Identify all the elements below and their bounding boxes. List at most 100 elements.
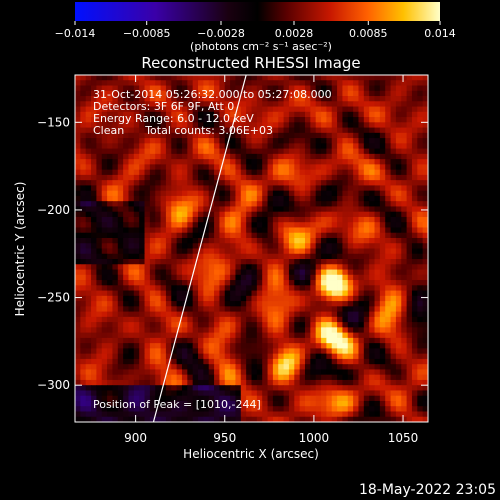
heatmap-cell [283,264,290,270]
heatmap-cell [304,180,311,186]
heatmap-cell [165,353,172,360]
heatmap-cell [128,148,135,155]
heatmap-cell [363,143,370,150]
heatmap-cell [294,248,301,255]
heatmap-cell [123,337,129,344]
heatmap-cell [363,96,370,102]
heatmap-cell [288,327,295,334]
heatmap-cell [417,264,424,270]
heatmap-cell [342,122,349,128]
heatmap-cell [117,106,124,113]
heatmap-cell [208,164,215,171]
heatmap-cell [315,411,322,418]
heatmap-cell [353,132,359,139]
heatmap-cell [347,206,354,213]
heatmap-cell [128,159,135,165]
heatmap-cell [240,306,247,312]
heatmap-cell [171,185,178,192]
heatmap-cell [411,348,418,355]
heatmap-cell [224,406,231,412]
heatmap-cell [176,316,183,323]
heatmap-cell [80,290,87,297]
heatmap-cell [310,237,317,244]
heatmap-cell [278,348,284,355]
heatmap-cell [101,301,108,307]
heatmap-cell [385,306,391,312]
heatmap-cell [374,138,381,144]
heatmap-cell [256,295,263,302]
heatmap-cell [155,216,161,223]
heatmap-cell [385,216,391,223]
heatmap-cell [80,337,87,344]
heatmap-cell [192,248,199,255]
heatmap-cell [80,127,87,134]
heatmap-cell [139,106,145,113]
heatmap-cell [288,406,295,412]
heatmap-cell [117,132,124,139]
heatmap-cell [347,127,354,134]
heatmap-cell [214,301,220,307]
heatmap-cell [176,248,183,255]
heatmap-cell [128,337,135,344]
heatmap-cell [288,358,295,365]
heatmap-cell [219,111,226,118]
heatmap-cell [363,80,370,86]
heatmap-cell [112,390,119,397]
heatmap-cell [374,248,381,255]
heatmap-cell [133,111,140,118]
heatmap-cell [417,295,424,302]
heatmap-cell [315,332,322,339]
heatmap-cell [107,174,113,181]
heatmap-cell [294,185,301,192]
heatmap-cell [139,369,145,376]
heatmap-cell [219,211,226,218]
heatmap-cell [144,164,151,171]
heatmap-cell [117,169,124,176]
heatmap-cell [251,306,258,312]
heatmap-cell [262,358,268,365]
heatmap-cell [203,322,210,328]
heatmap-cell [155,132,161,139]
heatmap-cell [155,143,161,150]
heatmap-cell [80,348,87,355]
heatmap-cell [374,122,381,128]
heatmap-cell [417,164,424,171]
heatmap-cell [347,248,354,255]
heatmap-cell [385,301,391,307]
heatmap-cell [165,164,172,171]
heatmap-cell [256,327,263,334]
heatmap-cell [144,211,151,218]
heatmap-cell [363,117,370,123]
heatmap-cell [85,400,92,407]
heatmap-cell [230,274,236,281]
heatmap-cell [192,227,199,234]
heatmap-cell [379,411,386,418]
heatmap-cell [272,211,279,218]
heatmap-cell [75,327,81,334]
heatmap-cell [337,374,343,381]
heatmap-cell [422,190,428,197]
heatmap-cell [358,185,365,192]
heatmap-cell [203,190,210,197]
heatmap-cell [203,395,210,402]
heatmap-cell [155,332,161,339]
heatmap-cell [160,153,167,160]
heatmap-cell [401,190,408,197]
heatmap-cell [385,190,391,197]
heatmap-cell [181,327,188,334]
heatmap-cell [96,416,103,422]
heatmap-cell [176,211,183,218]
heatmap-cell [278,117,284,123]
heatmap-cell [96,295,103,302]
heatmap-cell [395,111,402,118]
heatmap-cell [395,180,402,186]
heatmap-cell [187,385,194,391]
heatmap-cell [219,80,226,86]
heatmap-cell [353,248,359,255]
heatmap-cell [214,400,220,407]
heatmap-cell [395,80,402,86]
heatmap-cell [246,153,252,160]
heatmap-cell [326,206,333,213]
heatmap-cell [80,85,87,92]
heatmap-cell [123,385,129,391]
